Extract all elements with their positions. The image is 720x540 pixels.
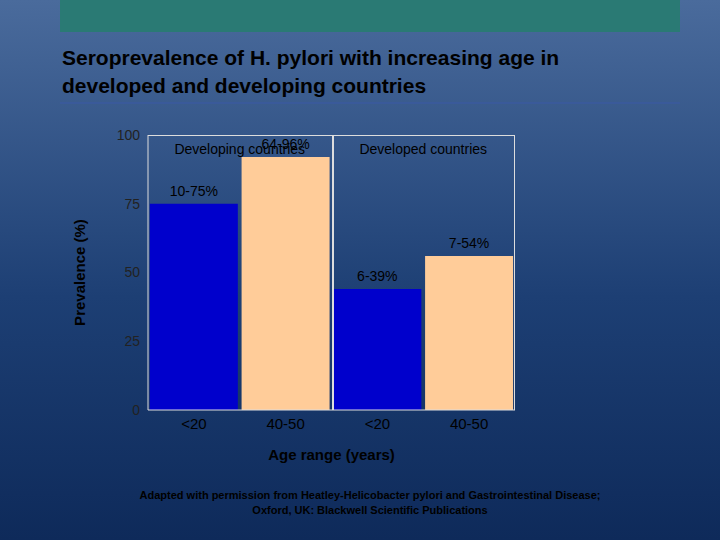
svg-text:0: 0 bbox=[132, 402, 140, 418]
html-text:Seroprevalence of H. pylori wi: Seroprevalence of H. pylori with increas… bbox=[62, 46, 560, 97]
svg-text:50: 50 bbox=[124, 264, 140, 280]
svg-text:75: 75 bbox=[124, 196, 140, 212]
svg-text:10-75%: 10-75% bbox=[170, 183, 218, 199]
svg-text:100: 100 bbox=[117, 127, 141, 143]
svg-text:<20: <20 bbox=[365, 415, 390, 432]
svg-text:Age range (years): Age range (years) bbox=[268, 446, 395, 463]
html-text:Developed countries: Developed countries bbox=[359, 141, 488, 157]
svg-text:40-50: 40-50 bbox=[266, 415, 304, 432]
svg-text:7-54%: 7-54% bbox=[449, 235, 489, 251]
svg-text:6-39%: 6-39% bbox=[357, 268, 397, 284]
svg-text:Prevalence (%): Prevalence (%) bbox=[71, 219, 88, 326]
html-text:Developing countries: Developing countries bbox=[174, 141, 306, 157]
svg-text:<20: <20 bbox=[181, 415, 206, 432]
svg-text:25: 25 bbox=[124, 333, 140, 349]
html-text:Adapted with permission from H: Adapted with permission from Heatley-Hel… bbox=[139, 489, 601, 501]
html-text:Oxford, UK: Blackwell Scientif: Oxford, UK: Blackwell Scientific Publica… bbox=[252, 504, 488, 516]
svg-text:40-50: 40-50 bbox=[450, 415, 488, 432]
